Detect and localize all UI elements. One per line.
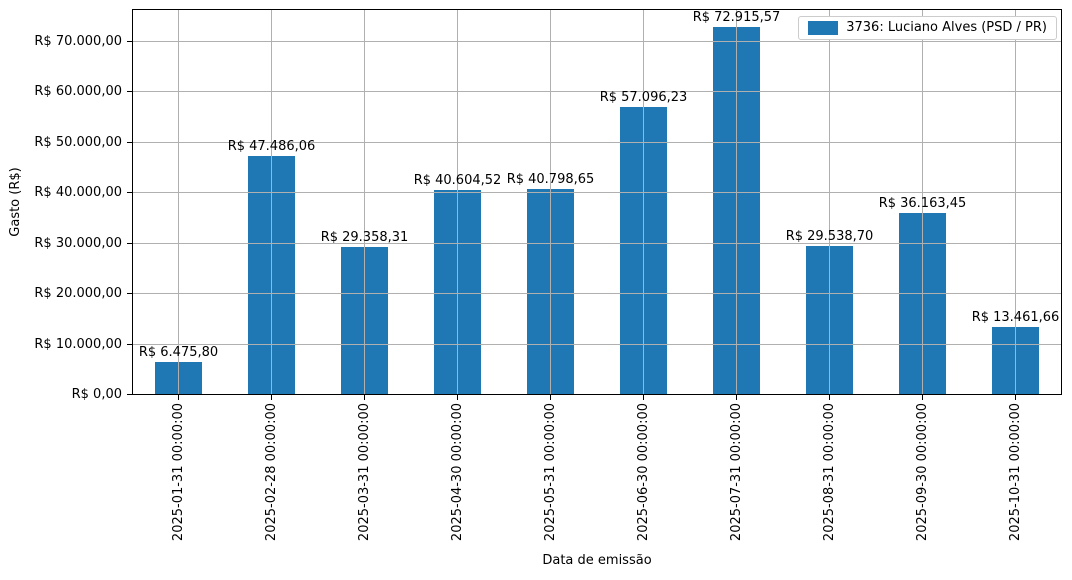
x-tick-label: 2025-04-30 00:00:00 <box>449 403 465 542</box>
y-tick <box>127 293 132 295</box>
x-tick-label: 2025-06-30 00:00:00 <box>635 403 651 542</box>
bar-value-label: R$ 13.461,66 <box>971 310 1060 326</box>
x-gridline <box>550 9 551 395</box>
x-gridline <box>457 9 458 395</box>
y-tick-label: R$ 50.000,00 <box>34 134 122 150</box>
x-tick-label: 2025-03-31 00:00:00 <box>356 403 372 542</box>
y-tick-label: R$ 70.000,00 <box>34 34 122 50</box>
x-tick <box>1015 395 1016 400</box>
x-tick-label: 2025-10-31 00:00:00 <box>1007 403 1023 542</box>
x-gridline <box>736 9 737 395</box>
x-tick-label: 2025-09-30 00:00:00 <box>914 403 930 542</box>
x-gridline <box>643 9 644 395</box>
x-tick-label: 2025-07-31 00:00:00 <box>728 403 744 542</box>
x-tick <box>550 395 551 400</box>
y-gridline <box>132 192 1062 194</box>
y-tick-label: R$ 60.000,00 <box>34 84 122 100</box>
x-gridline <box>829 9 830 395</box>
x-tick <box>457 395 458 400</box>
y-tick-label: R$ 0,00 <box>71 387 122 402</box>
x-gridline <box>1015 9 1016 395</box>
plot-area: R$ 6.475,80 R$ 47.486,06 R$ 29.358,31 R$ 40… <box>132 9 1062 395</box>
legend: 3736: Luciano Alves (PSD / PR) <box>798 16 1057 40</box>
y-gridline <box>132 141 1062 143</box>
x-tick <box>643 395 644 400</box>
bar-value-label: R$ 6.475,80 <box>138 345 219 361</box>
y-tick <box>127 141 132 143</box>
y-tick-label: R$ 30.000,00 <box>34 235 122 251</box>
y-tick <box>127 394 132 395</box>
bar-value-label: R$ 72.915,57 <box>692 10 781 26</box>
bar-value-label: R$ 40.604,52 <box>413 173 502 189</box>
y-axis-title: Gasto (R$) <box>8 167 23 237</box>
bar-value-label: R$ 29.358,31 <box>320 229 409 245</box>
x-gridline <box>364 9 365 395</box>
bar-value-label: R$ 57.096,23 <box>599 90 688 106</box>
x-tick-label: 2025-05-31 00:00:00 <box>542 403 558 542</box>
y-gridline <box>132 343 1062 345</box>
x-gridline <box>922 9 923 395</box>
y-tick <box>127 41 132 43</box>
x-tick <box>364 395 365 400</box>
legend-entry-label: 3736: Luciano Alves (PSD / PR) <box>846 20 1047 35</box>
bar-value-label: R$ 29.538,70 <box>785 229 874 245</box>
bar-value-label: R$ 47.486,06 <box>227 138 316 154</box>
y-tick-label: R$ 20.000,00 <box>34 286 122 302</box>
x-axis-title: Data de emissão <box>542 553 652 568</box>
x-gridline <box>271 9 272 395</box>
x-tick-label: 2025-02-28 00:00:00 <box>263 403 279 542</box>
x-gridline <box>178 9 179 395</box>
y-gridline <box>132 41 1062 43</box>
y-tick-label: R$ 10.000,00 <box>34 336 122 352</box>
bar-value-label: R$ 40.798,65 <box>506 172 595 188</box>
y-tick-label: R$ 40.000,00 <box>34 185 122 201</box>
x-tick <box>178 395 179 400</box>
y-gridline <box>132 91 1062 93</box>
y-gridline <box>132 242 1062 244</box>
x-tick-label: 2025-01-31 00:00:00 <box>170 403 186 542</box>
bar-value-label: R$ 36.163,45 <box>878 195 967 211</box>
y-tick <box>127 242 132 244</box>
x-tick <box>736 395 737 400</box>
y-tick <box>127 91 132 93</box>
x-tick <box>829 395 830 400</box>
x-tick <box>922 395 923 400</box>
x-tick <box>271 395 272 400</box>
y-gridline <box>132 293 1062 295</box>
y-tick <box>127 192 132 194</box>
y-tick <box>127 343 132 345</box>
x-tick-label: 2025-08-31 00:00:00 <box>821 403 837 542</box>
legend-color-swatch <box>808 20 839 35</box>
